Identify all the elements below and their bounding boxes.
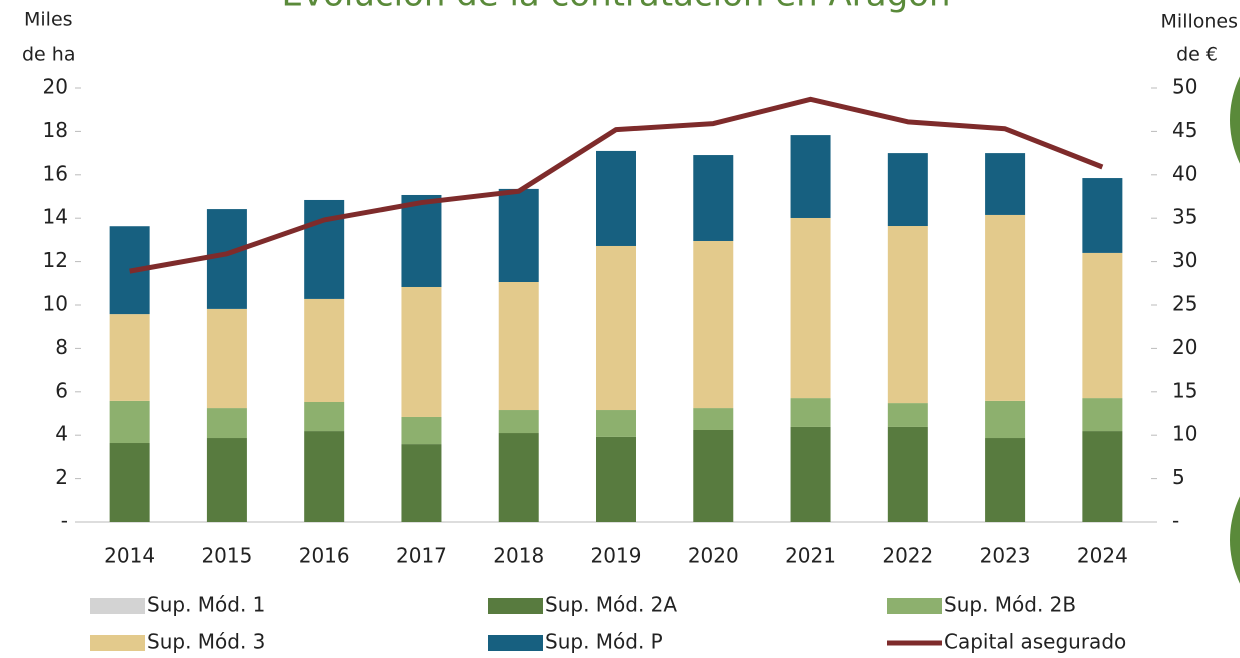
bar-segment (304, 401, 345, 432)
y2-tick-label: 15 (1172, 378, 1197, 402)
y2-axis-label: de € (1176, 44, 1218, 66)
y-axis-label: Miles (24, 9, 73, 31)
bar-segment (109, 400, 150, 444)
y-tick-label: 20 (43, 75, 68, 99)
bar-segment (790, 135, 831, 218)
bar-segment (596, 245, 636, 411)
x-tick-label: 2022 (882, 544, 933, 568)
legend-label: Capital asegurado (944, 630, 1126, 654)
bar-segment (985, 214, 1026, 401)
bar-segment (1082, 252, 1123, 399)
bar-segment (401, 194, 442, 287)
bar-segment (985, 153, 1026, 215)
x-tick-label: 2024 (1077, 544, 1128, 568)
y2-tick-label: 10 (1172, 422, 1197, 446)
bar-segment (790, 217, 831, 399)
y2-tick-label: 45 (1172, 118, 1197, 142)
bar-segment (206, 438, 247, 522)
y-tick-label: 2 (55, 465, 68, 489)
x-tick-label: 2020 (688, 544, 739, 568)
y-tick-label: 16 (43, 161, 68, 185)
y-tick-label: 10 (43, 292, 68, 316)
bar-segment (109, 314, 150, 401)
bar-segment (498, 410, 539, 434)
bar-segment (109, 443, 150, 522)
y2-tick-label: - (1172, 509, 1179, 533)
x-tick-label: 2015 (201, 544, 252, 568)
bar-segment (790, 426, 831, 522)
y2-tick-label: 25 (1172, 292, 1197, 316)
legend-label: Sup. Mód. P (545, 630, 663, 654)
bar-segment (887, 226, 928, 404)
y2-tick-label: 35 (1172, 205, 1197, 229)
legend-swatch (90, 635, 145, 651)
legend-swatch (488, 598, 543, 614)
x-tick-label: 2014 (104, 544, 155, 568)
bar-segment (206, 308, 247, 409)
x-tick-label: 2016 (299, 544, 350, 568)
decoration (1230, 496, 1240, 584)
y-tick-label: 12 (43, 248, 68, 272)
bar-segment (498, 188, 539, 282)
bar-segment (693, 429, 734, 522)
bar-segment (790, 398, 831, 427)
y2-tick-label: 30 (1172, 248, 1197, 272)
y2-tick-label: 40 (1172, 161, 1197, 185)
bar-segment (985, 400, 1026, 439)
bar-segment (693, 408, 734, 430)
x-tick-label: 2021 (785, 544, 836, 568)
y2-tick-label: 20 (1172, 335, 1197, 359)
y-tick-label: 4 (55, 422, 68, 446)
x-tick-label: 2018 (493, 544, 544, 568)
bar-segment (596, 410, 636, 437)
bar-segment (498, 281, 539, 411)
bar-segment (304, 431, 345, 522)
bar-segment (596, 436, 636, 522)
legend-swatch (887, 598, 942, 614)
bar-segment (887, 403, 928, 427)
bar-segment (693, 240, 734, 409)
bar-segment (401, 286, 442, 417)
y-tick-label: 14 (43, 205, 68, 229)
y-tick-label: - (61, 509, 68, 533)
y-axis-label: de ha (22, 44, 75, 66)
bar-segment (304, 199, 345, 299)
legend-swatch (90, 598, 145, 614)
bar-segment (887, 426, 928, 522)
x-tick-label: 2017 (396, 544, 447, 568)
legend-label: Sup. Mód. 3 (147, 630, 265, 654)
y-tick-label: 8 (55, 335, 68, 359)
x-tick-label: 2023 (980, 544, 1031, 568)
bar-segment (985, 438, 1026, 522)
bar-segment (693, 155, 734, 241)
line-series (129, 96, 1104, 274)
y2-tick-label: 50 (1172, 75, 1197, 99)
y2-tick-label: 5 (1172, 465, 1185, 489)
x-tick-label: 2019 (591, 544, 642, 568)
y2-axis-label: Millones (1161, 11, 1238, 33)
bar-segment (304, 298, 345, 402)
y-tick-label: 18 (43, 118, 68, 142)
legend-swatch (488, 635, 543, 651)
decoration (1230, 76, 1240, 164)
bar-segment (401, 416, 442, 445)
bar-segment (401, 444, 442, 522)
bar-segment (206, 408, 247, 439)
bar-segment (1082, 431, 1123, 522)
bar-segment (206, 209, 247, 309)
y-tick-label: 6 (55, 378, 68, 402)
bar-segment (498, 433, 539, 522)
bar-segment (1082, 178, 1123, 253)
bar-segment (887, 153, 928, 227)
legend-label: Sup. Mód. 1 (147, 593, 265, 617)
legend-label: Sup. Mód. 2B (944, 593, 1076, 617)
legend-label: Sup. Mód. 2A (545, 593, 677, 617)
bar-segment (1082, 398, 1123, 432)
bar-segment (596, 150, 636, 246)
chart-title: Evolución de la contratación en Aragón (281, 0, 950, 15)
